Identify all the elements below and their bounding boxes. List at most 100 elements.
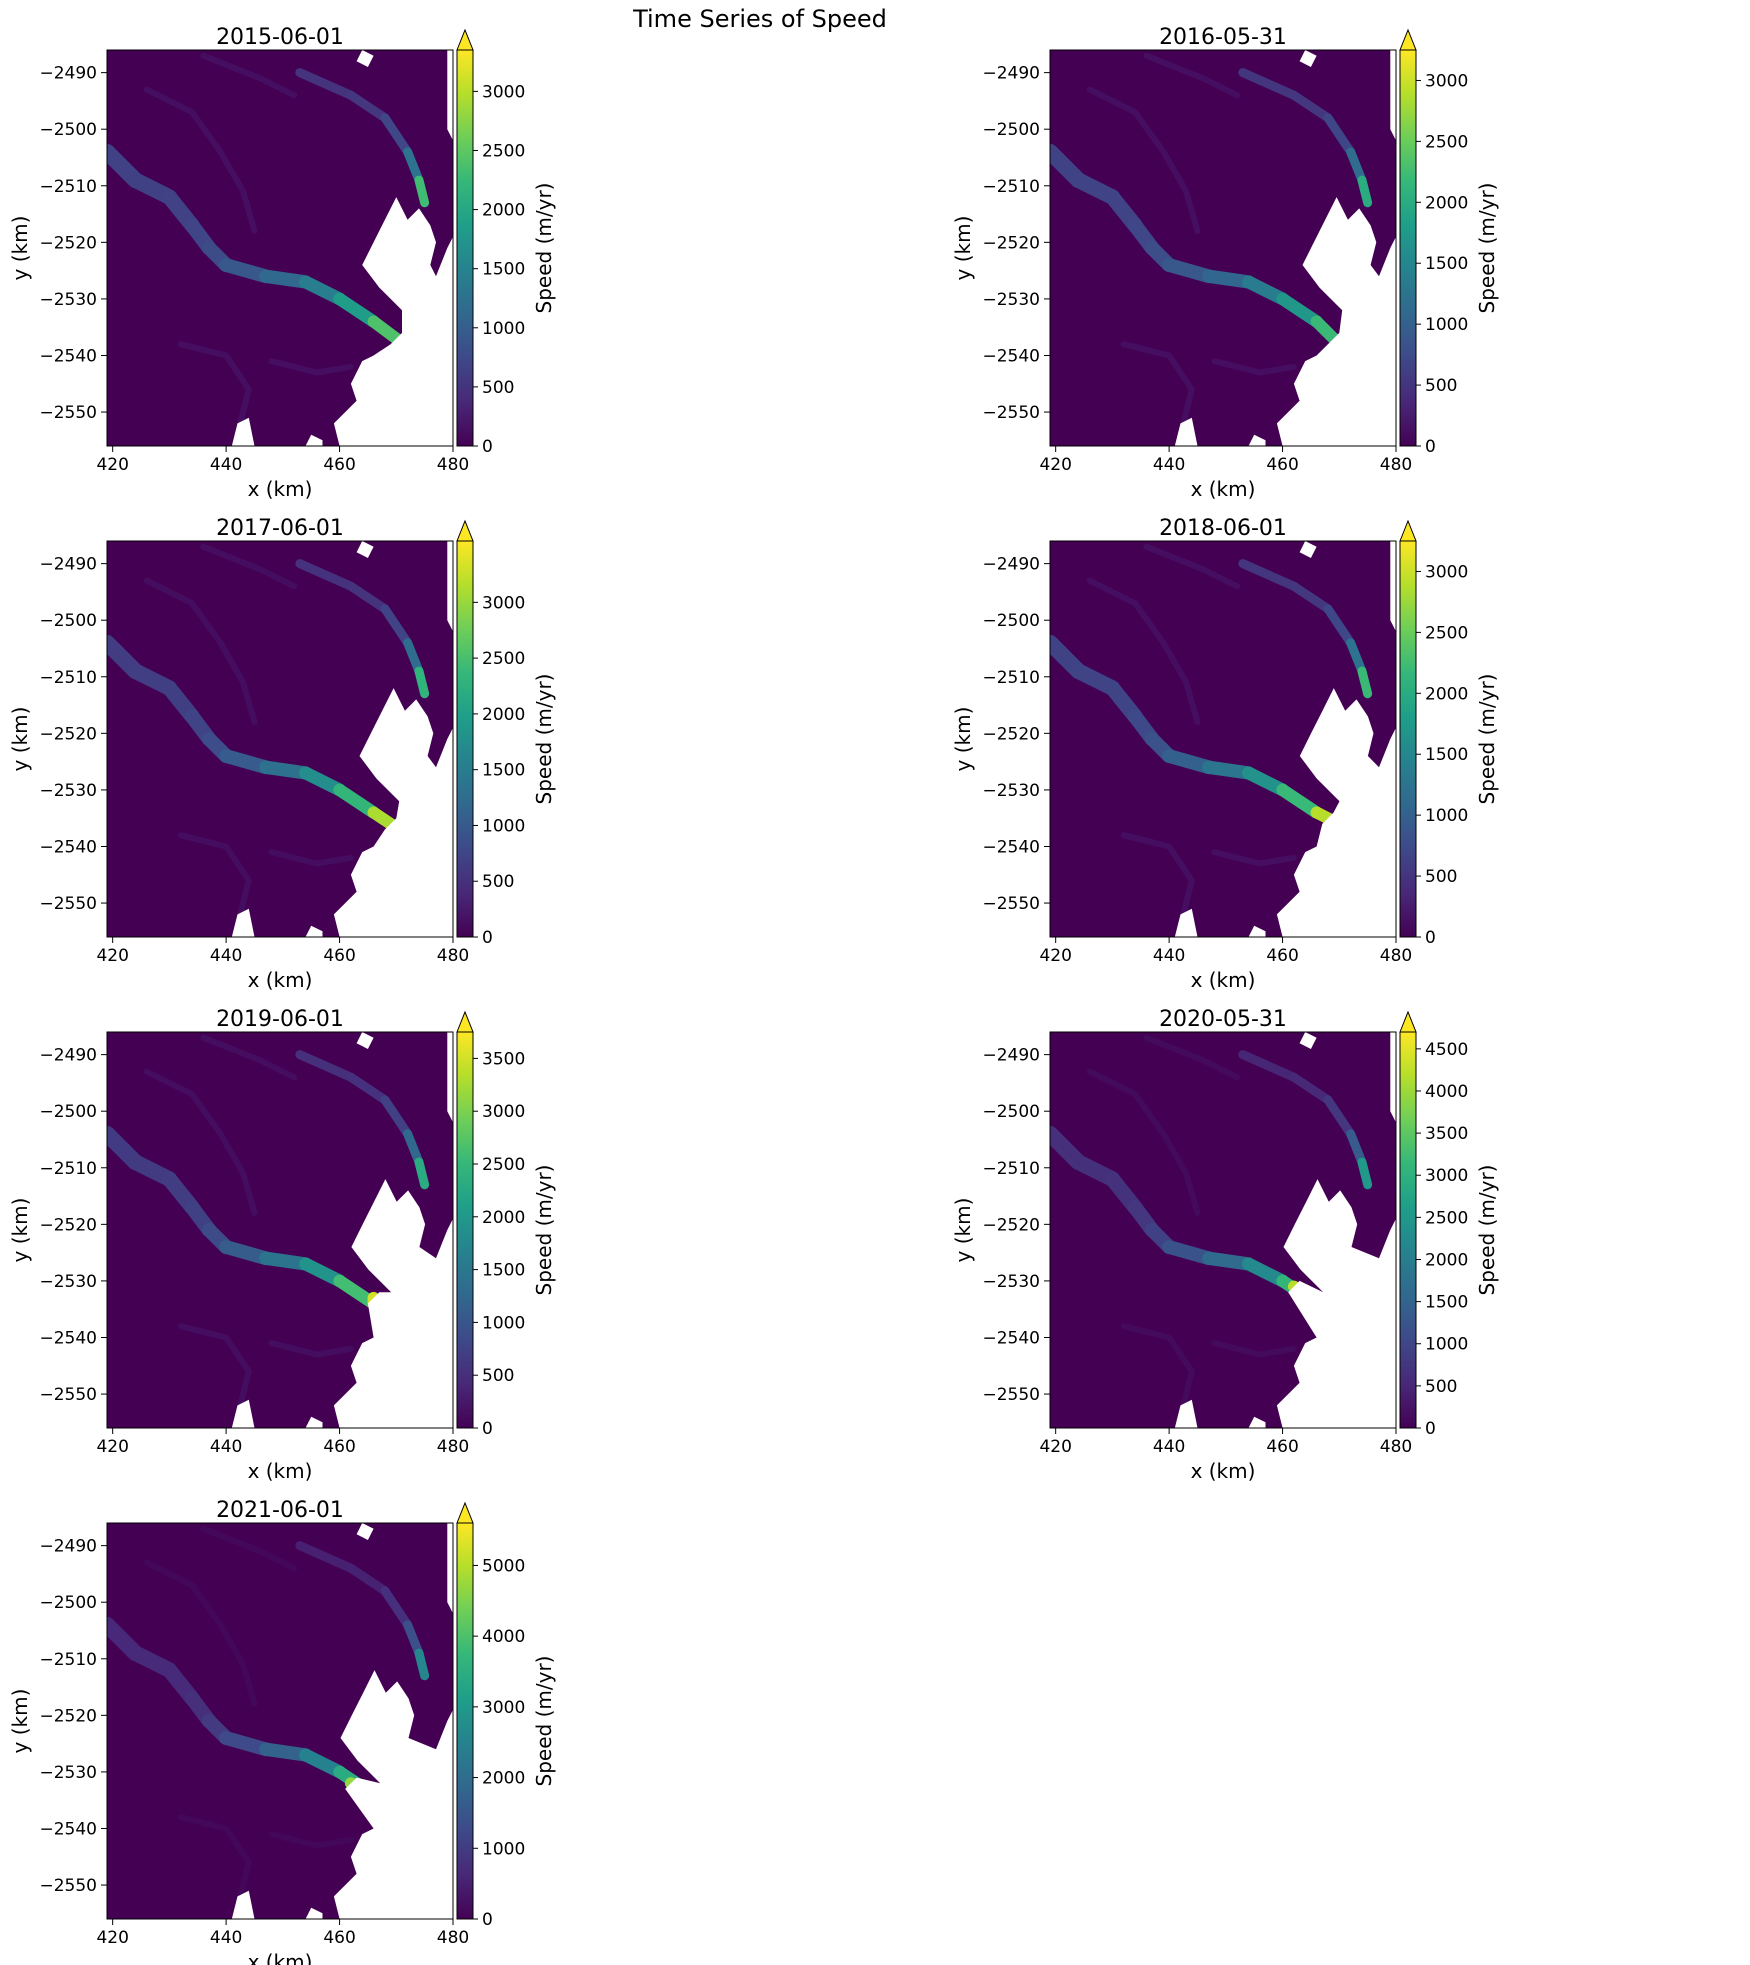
colorbar-tick-label: 2000: [1425, 1250, 1468, 1270]
side-flow-3: [1143, 52, 1241, 99]
no-data-patch: [356, 1032, 374, 1049]
tributary-glacier-segment: [295, 68, 356, 100]
y-tick-label: −2490: [982, 1046, 1040, 1066]
x-tick-label: 460: [323, 946, 355, 966]
no-data-patch: [231, 1399, 255, 1428]
no-data-patch: [447, 50, 453, 141]
colorbar-tick-label: 500: [482, 872, 514, 892]
colorbar-tick-label: 0: [482, 1419, 493, 1439]
tributary-glacier-segment: [295, 1541, 356, 1573]
no-data-ocean: [1276, 1179, 1396, 1428]
x-tick-label: 460: [323, 455, 355, 475]
no-data-patch: [447, 1523, 453, 1614]
y-tick-label: −2540: [982, 1328, 1040, 1348]
x-axis-label: x (km): [1191, 477, 1256, 501]
side-flow-1: [177, 832, 252, 929]
main-glacier-segment: [259, 1251, 313, 1271]
panel-title: 2020-05-31: [1159, 1007, 1287, 1032]
y-tick-label: −2520: [982, 724, 1040, 744]
x-tick-label: 480: [1380, 1437, 1412, 1457]
speed-field: [1050, 541, 1396, 937]
no-data-patch: [305, 434, 323, 446]
tributary-glacier-segment: [346, 1563, 390, 1596]
colorbar-frame: [456, 540, 474, 938]
main-glacier-segment: [1310, 806, 1334, 825]
y-axis-label: y (km): [951, 1198, 975, 1263]
colorbar-tick-label: 1000: [482, 816, 525, 836]
y-axis-label: y (km): [8, 707, 32, 772]
colorbar-tick-label: 500: [482, 1366, 514, 1386]
no-data-patch: [1174, 417, 1198, 446]
main-glacier-segment: [259, 269, 313, 289]
colorbar-tick-label: 500: [1425, 867, 1457, 887]
main-glacier-segment: [1162, 258, 1216, 284]
colorbar-tick-label: 3000: [482, 1698, 525, 1718]
tributary-glacier-segment: [1357, 666, 1373, 699]
speed-field: [107, 50, 453, 446]
side-flow-1: [177, 341, 252, 438]
no-data-ocean: [1276, 197, 1396, 446]
x-tick-label: 440: [1153, 1437, 1185, 1457]
y-tick-label: −2550: [982, 403, 1040, 423]
colorbar-tick-label: 2000: [1425, 684, 1468, 704]
main-glacier-segment: [299, 275, 347, 306]
colorbar-tick-label: 1500: [1425, 254, 1468, 274]
colorbar-tick-label: 1000: [1425, 1335, 1468, 1355]
colorbar-frame: [1399, 540, 1417, 938]
x-tick-label: 420: [96, 1928, 128, 1948]
colorbar-tick-label: 1500: [1425, 745, 1468, 765]
side-flow-0: [1086, 86, 1201, 234]
no-data-patch: [447, 1032, 453, 1123]
panel-2016-05-31: 2016-05-31 420 440 460 480 x (km) −2490 −2500 −2…: [951, 25, 1499, 501]
side-flow-3: [200, 1525, 298, 1572]
x-tick-label: 420: [1039, 455, 1071, 475]
y-tick-label: −2520: [39, 724, 97, 744]
y-axis-label: y (km): [8, 1198, 32, 1263]
speed-field: [1050, 50, 1396, 446]
colorbar-tick-label: 1000: [482, 1313, 525, 1333]
speed-field: [107, 1032, 453, 1428]
x-axis-label: x (km): [248, 1459, 313, 1483]
colorbar-extend-arrow: [456, 28, 474, 51]
colorbar-frame: [456, 1522, 474, 1920]
y-tick-label: −2490: [982, 555, 1040, 575]
tributary-glacier-segment: [1346, 147, 1367, 185]
side-flow-3: [1143, 543, 1241, 590]
y-tick-label: −2490: [982, 64, 1040, 84]
tributary-glacier-segment: [1323, 113, 1356, 157]
y-tick-label: −2520: [39, 1215, 97, 1235]
axes-frame: [1049, 540, 1397, 938]
colorbar-tick-label: 500: [482, 378, 514, 398]
tributary-glacier-segment: [1289, 581, 1333, 614]
y-tick-label: −2520: [982, 233, 1040, 253]
axes-frame: [106, 1522, 454, 1920]
side-flow-3: [200, 52, 298, 99]
main-glacier-segment: [299, 766, 347, 797]
tributary-glacier-segment: [1346, 1129, 1367, 1167]
colorbar-tick-label: 2000: [482, 1208, 525, 1228]
colorbar-tick-label: 3500: [1425, 1124, 1468, 1144]
main-glacier-segment: [333, 783, 380, 819]
colorbar-extend-arrow: [1399, 519, 1417, 542]
colorbar-tick-label: 0: [1425, 928, 1436, 948]
colorbar-tick-label: 1500: [1425, 1293, 1468, 1313]
x-tick-label: 480: [437, 946, 469, 966]
main-glacier-segment: [1276, 292, 1323, 328]
y-tick-label: −2500: [982, 611, 1040, 631]
colorbar-tick-label: 3000: [1425, 71, 1468, 91]
y-tick-label: −2490: [39, 555, 97, 575]
colorbar-tick-label: 2500: [482, 1155, 525, 1175]
colorbar-tick-label: 2500: [1425, 623, 1468, 643]
tributary-glacier-segment: [295, 559, 356, 591]
side-flow-0: [143, 1068, 258, 1216]
side-flow-1: [1120, 1323, 1195, 1420]
side-flow-0: [143, 1559, 258, 1707]
x-tick-label: 480: [437, 1928, 469, 1948]
colorbar-extend-arrow: [456, 1010, 474, 1033]
x-tick-label: 440: [210, 455, 242, 475]
tributary-glacier-segment: [1346, 638, 1367, 676]
panel-2018-06-01: 2018-06-01 420 440 460 480 x (km) −2490 −2500 −2…: [951, 516, 1499, 992]
y-tick-label: −2550: [39, 894, 97, 914]
axes-frame: [106, 1031, 454, 1429]
